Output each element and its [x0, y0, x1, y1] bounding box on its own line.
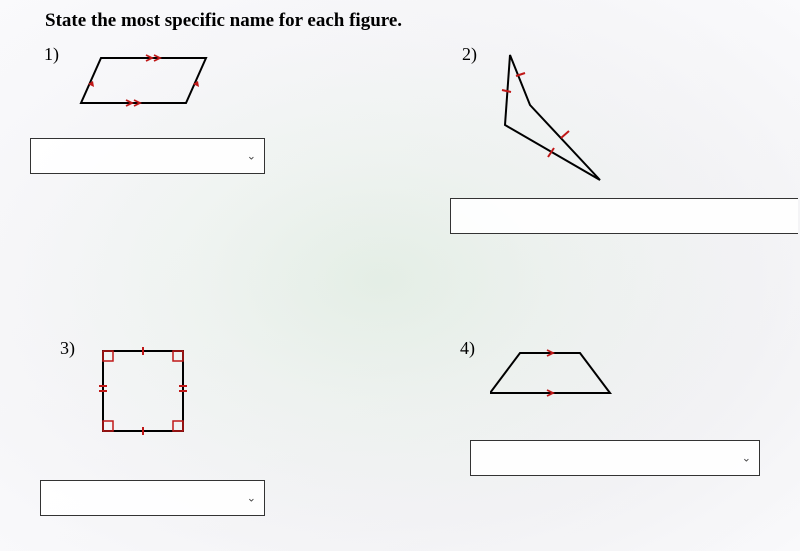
q1-answer-select[interactable]: ⌄ — [30, 138, 265, 174]
chevron-down-icon: ⌄ — [742, 452, 751, 465]
q1-label: 1) — [44, 44, 59, 65]
q2-figure — [490, 50, 620, 190]
q3-figure — [98, 346, 188, 436]
chevron-down-icon: ⌄ — [247, 150, 256, 163]
chevron-down-icon: ⌄ — [247, 492, 256, 505]
q4-figure — [490, 348, 625, 403]
q3-label: 3) — [60, 338, 75, 359]
q4-answer-select[interactable]: ⌄ — [470, 440, 760, 476]
page-title: State the most specific name for each fi… — [45, 10, 402, 32]
q3-answer-select[interactable]: ⌄ — [40, 480, 265, 516]
q1-figure — [76, 48, 216, 113]
q2-answer-select[interactable] — [450, 198, 798, 234]
q4-label: 4) — [460, 338, 475, 359]
q2-label: 2) — [462, 44, 477, 65]
